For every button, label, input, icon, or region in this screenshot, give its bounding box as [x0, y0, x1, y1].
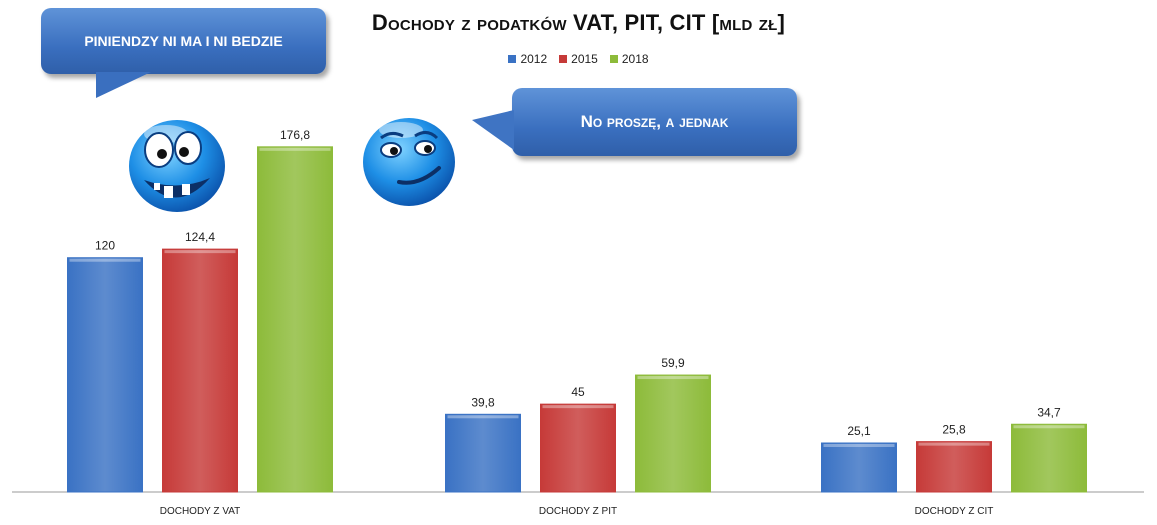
x-tick-label: DOCHODY Z VAT	[160, 506, 241, 517]
bar-highlight	[1013, 425, 1085, 429]
x-tick-label: DOCHODY Z CIT	[915, 506, 994, 517]
chart-title: Dochody z podatków VAT, PIT, CIT [mld zł…	[371, 10, 786, 35]
bar-highlight	[447, 415, 519, 419]
bar-highlight	[918, 442, 990, 446]
legend-swatch	[559, 55, 568, 63]
legend-item-2018: 2018	[609, 52, 649, 66]
data-label: 25,8	[942, 423, 966, 437]
bar-highlight	[542, 405, 614, 409]
data-label: 45	[571, 385, 585, 399]
bar-highlight	[637, 376, 709, 380]
smiley-smirk-icon	[363, 118, 455, 206]
bar-highlight	[823, 443, 895, 447]
legend-label: 2018	[621, 52, 649, 66]
bar-2012-0	[67, 257, 143, 493]
legend-label: 2012	[520, 52, 548, 66]
data-label: 39,8	[471, 395, 495, 409]
bar-2015-0	[162, 248, 238, 493]
bar-2015-1	[540, 403, 616, 493]
legend-item-2015: 2015	[559, 52, 598, 66]
bar-2018-1	[635, 374, 711, 493]
legend-label: 2015	[571, 52, 598, 66]
bar-highlight	[259, 147, 331, 151]
data-label: 59,9	[661, 356, 685, 370]
legend-swatch	[609, 55, 618, 63]
smiley-crazy-icon	[129, 120, 225, 212]
bar-2012-2	[821, 442, 897, 493]
callout-right-tail	[472, 110, 514, 150]
bar-highlight	[164, 250, 236, 254]
data-label: 25,1	[847, 424, 871, 438]
callout-left: PINIENDZY NI MA I NI BEDZIE	[41, 8, 326, 74]
bar-2012-1	[445, 413, 521, 493]
callout-right: No proszę, a jednak	[512, 88, 797, 156]
bar-highlight	[69, 258, 141, 262]
data-label: 120	[95, 239, 115, 253]
bar-2018-2	[1011, 423, 1087, 493]
data-label: 124,4	[185, 230, 215, 244]
legend-item-2012: 2012	[508, 52, 547, 66]
bar-2018-0	[257, 146, 333, 493]
data-label: 34,7	[1037, 405, 1061, 419]
bar-2015-2	[916, 441, 992, 493]
data-label: 176,8	[280, 128, 310, 142]
chart-legend: 2012 2015 2018	[0, 52, 1157, 66]
callout-left-tail	[96, 72, 151, 98]
legend-swatch	[508, 55, 517, 63]
x-tick-label: DOCHODY Z PIT	[539, 506, 617, 517]
